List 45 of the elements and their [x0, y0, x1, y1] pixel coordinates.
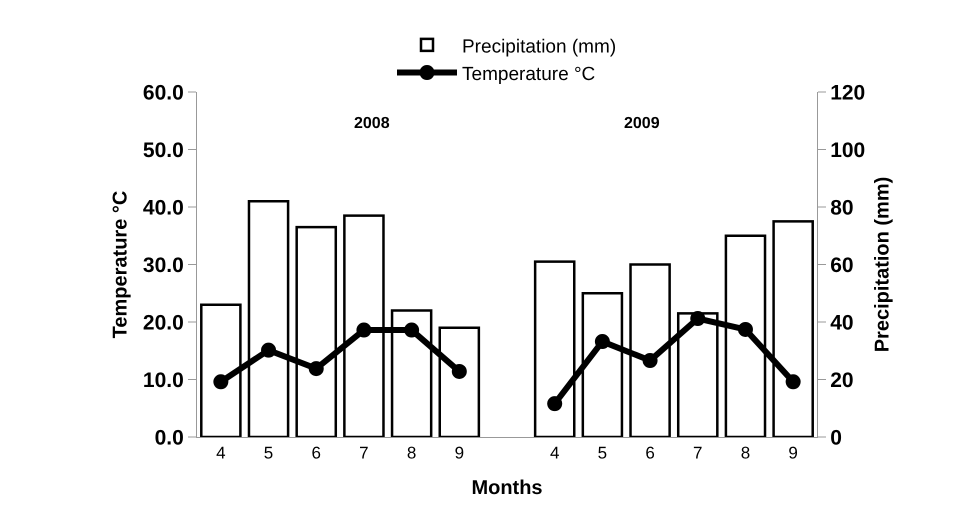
x-tick-label: 8 — [406, 443, 416, 462]
y-tick-label: 60.0 — [142, 81, 184, 104]
y-axis-title: Temperature °C — [109, 190, 132, 338]
point — [642, 353, 658, 368]
x-tick-label: 7 — [359, 443, 369, 462]
y-tick-label: 0.0 — [154, 426, 184, 450]
point — [213, 374, 228, 390]
x-axis-title: Months — [471, 476, 543, 499]
x-tick-label: 9 — [788, 443, 798, 462]
y-tick-label: 10.0 — [142, 368, 184, 392]
y2-tick-label: 60 — [830, 254, 854, 277]
point — [452, 364, 467, 379]
x-tick-label: 6 — [311, 443, 321, 462]
point — [261, 342, 276, 358]
x-tick-label: 6 — [645, 443, 655, 462]
y2-tick-label: 0 — [830, 426, 842, 450]
x-tick-label: 5 — [598, 443, 608, 462]
point — [786, 374, 801, 390]
y2-tick-label: 100 — [830, 138, 866, 162]
point — [690, 311, 706, 326]
point — [308, 361, 324, 376]
y-tick-label: 30.0 — [142, 254, 184, 277]
point — [738, 322, 753, 337]
x-tick-label: 8 — [740, 443, 750, 462]
x-tick-label: 5 — [264, 443, 274, 462]
x-tick-label: 9 — [454, 443, 464, 462]
y-tick-label: 40.0 — [142, 196, 184, 220]
y2-tick-label: 80 — [830, 196, 854, 220]
y2-tick-label: 20 — [830, 368, 854, 392]
y2-axis-title: Precipitation (mm) — [872, 176, 894, 352]
point — [356, 322, 372, 338]
x-tick-label: 4 — [216, 443, 226, 462]
x-tick-label: 7 — [693, 443, 703, 462]
annotation: 2008 — [354, 115, 390, 132]
annotation: 2009 — [624, 115, 660, 132]
point — [547, 396, 562, 412]
y2-tick-label: 120 — [830, 81, 866, 104]
y-tick-label: 20.0 — [142, 311, 184, 334]
point — [594, 334, 610, 350]
legend-label: Precipitation (mm) — [462, 36, 616, 58]
point — [404, 322, 420, 338]
x-tick-label: 4 — [550, 443, 560, 462]
y2-tick-label: 40 — [830, 311, 854, 334]
y-tick-label: 50.0 — [142, 138, 184, 162]
legend-label: Temperature °C — [462, 64, 596, 85]
